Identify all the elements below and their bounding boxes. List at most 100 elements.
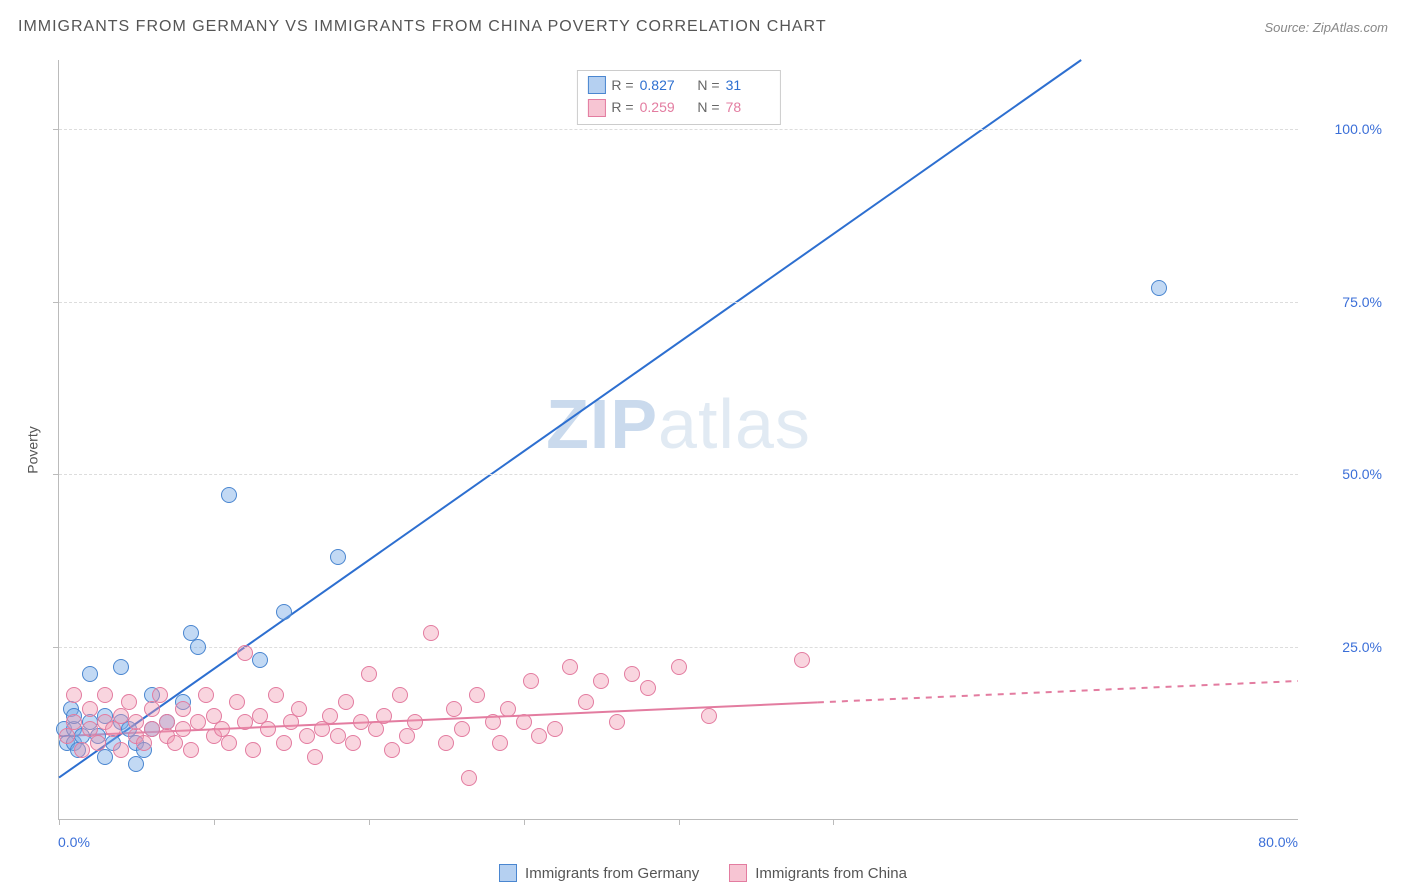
legend-item-china: Immigrants from China (729, 864, 907, 882)
stat-r-label: R = (611, 74, 633, 96)
marker-china (392, 687, 408, 703)
legend-swatch-germany (499, 864, 517, 882)
y-tick-label: 50.0% (1342, 466, 1382, 482)
marker-china (260, 721, 276, 737)
y-tick (53, 474, 59, 475)
marker-china (461, 770, 477, 786)
marker-china (307, 749, 323, 765)
marker-china (90, 735, 106, 751)
marker-china (376, 708, 392, 724)
x-axis-labels: 0.0% 80.0% (58, 826, 1298, 850)
marker-china (322, 708, 338, 724)
chart-source: Source: ZipAtlas.com (1264, 20, 1388, 35)
marker-china (314, 721, 330, 737)
marker-china (66, 714, 82, 730)
marker-china (593, 673, 609, 689)
marker-china (384, 742, 400, 758)
marker-china (562, 659, 578, 675)
marker-china (175, 701, 191, 717)
marker-china (423, 625, 439, 641)
marker-china (399, 728, 415, 744)
y-axis-label: Poverty (25, 426, 41, 473)
marker-china (492, 735, 508, 751)
marker-china (59, 728, 75, 744)
marker-china (361, 666, 377, 682)
chart-container: Poverty ZIPatlas R =0.827 N =31R =0.259 … (18, 50, 1388, 850)
plot-svg (59, 60, 1298, 819)
marker-china (221, 735, 237, 751)
marker-china (531, 728, 547, 744)
marker-germany (330, 549, 346, 565)
marker-china (183, 742, 199, 758)
marker-china (276, 735, 292, 751)
marker-china (136, 735, 152, 751)
stats-legend: R = 0.827 N = 31R = 0.259 N = 78 (576, 70, 780, 125)
y-tick (53, 302, 59, 303)
marker-china (144, 701, 160, 717)
stat-n-label: N = (690, 74, 720, 96)
swatch-china (587, 99, 605, 117)
x-tick (524, 819, 525, 825)
swatch-germany (587, 76, 605, 94)
marker-china (229, 694, 245, 710)
marker-germany (276, 604, 292, 620)
marker-china (128, 714, 144, 730)
stat-r-value-germany: 0.827 (640, 74, 684, 96)
gridline (59, 129, 1298, 130)
y-axis-label-wrap: Poverty (18, 50, 48, 850)
stats-row-germany: R = 0.827 N = 31 (587, 74, 769, 96)
marker-china (167, 735, 183, 751)
marker-germany (190, 639, 206, 655)
gridline (59, 302, 1298, 303)
y-tick-label: 25.0% (1342, 639, 1382, 655)
marker-china (291, 701, 307, 717)
marker-china (500, 701, 516, 717)
marker-china (407, 714, 423, 730)
marker-germany (1151, 280, 1167, 296)
x-tick (833, 819, 834, 825)
marker-germany (113, 659, 129, 675)
marker-china (113, 708, 129, 724)
marker-germany (128, 756, 144, 772)
y-tick (53, 129, 59, 130)
x-tick (59, 819, 60, 825)
x-left-label: 0.0% (58, 834, 90, 850)
marker-china (144, 721, 160, 737)
marker-china (152, 687, 168, 703)
gridline (59, 474, 1298, 475)
marker-china (66, 687, 82, 703)
stat-r-label: R = (611, 96, 633, 118)
marker-china (245, 742, 261, 758)
marker-china (121, 694, 137, 710)
marker-china (345, 735, 361, 751)
marker-china (97, 687, 113, 703)
marker-china (198, 687, 214, 703)
marker-china (159, 714, 175, 730)
stat-r-value-china: 0.259 (640, 96, 684, 118)
stats-row-china: R =0.259 N =78 (587, 96, 769, 118)
marker-china (624, 666, 640, 682)
marker-germany (97, 749, 113, 765)
marker-china (74, 742, 90, 758)
marker-germany (221, 487, 237, 503)
stat-n-value-germany: 31 (726, 74, 770, 96)
x-right-label: 80.0% (1258, 834, 1298, 850)
marker-china (82, 701, 98, 717)
marker-germany (252, 652, 268, 668)
legend-swatch-china (729, 864, 747, 882)
marker-china (609, 714, 625, 730)
stat-n-value-china: 78 (726, 96, 770, 118)
marker-china (299, 728, 315, 744)
marker-china (794, 652, 810, 668)
chart-title: IMMIGRANTS FROM GERMANY VS IMMIGRANTS FR… (18, 18, 827, 36)
marker-china (671, 659, 687, 675)
marker-china (283, 714, 299, 730)
marker-china (175, 721, 191, 737)
legend-item-germany: Immigrants from Germany (499, 864, 699, 882)
marker-germany (82, 666, 98, 682)
marker-china (640, 680, 656, 696)
marker-china (353, 714, 369, 730)
marker-china (523, 673, 539, 689)
plot-area: ZIPatlas R =0.827 N =31R =0.259 N =78 25… (58, 60, 1298, 820)
marker-china (516, 714, 532, 730)
